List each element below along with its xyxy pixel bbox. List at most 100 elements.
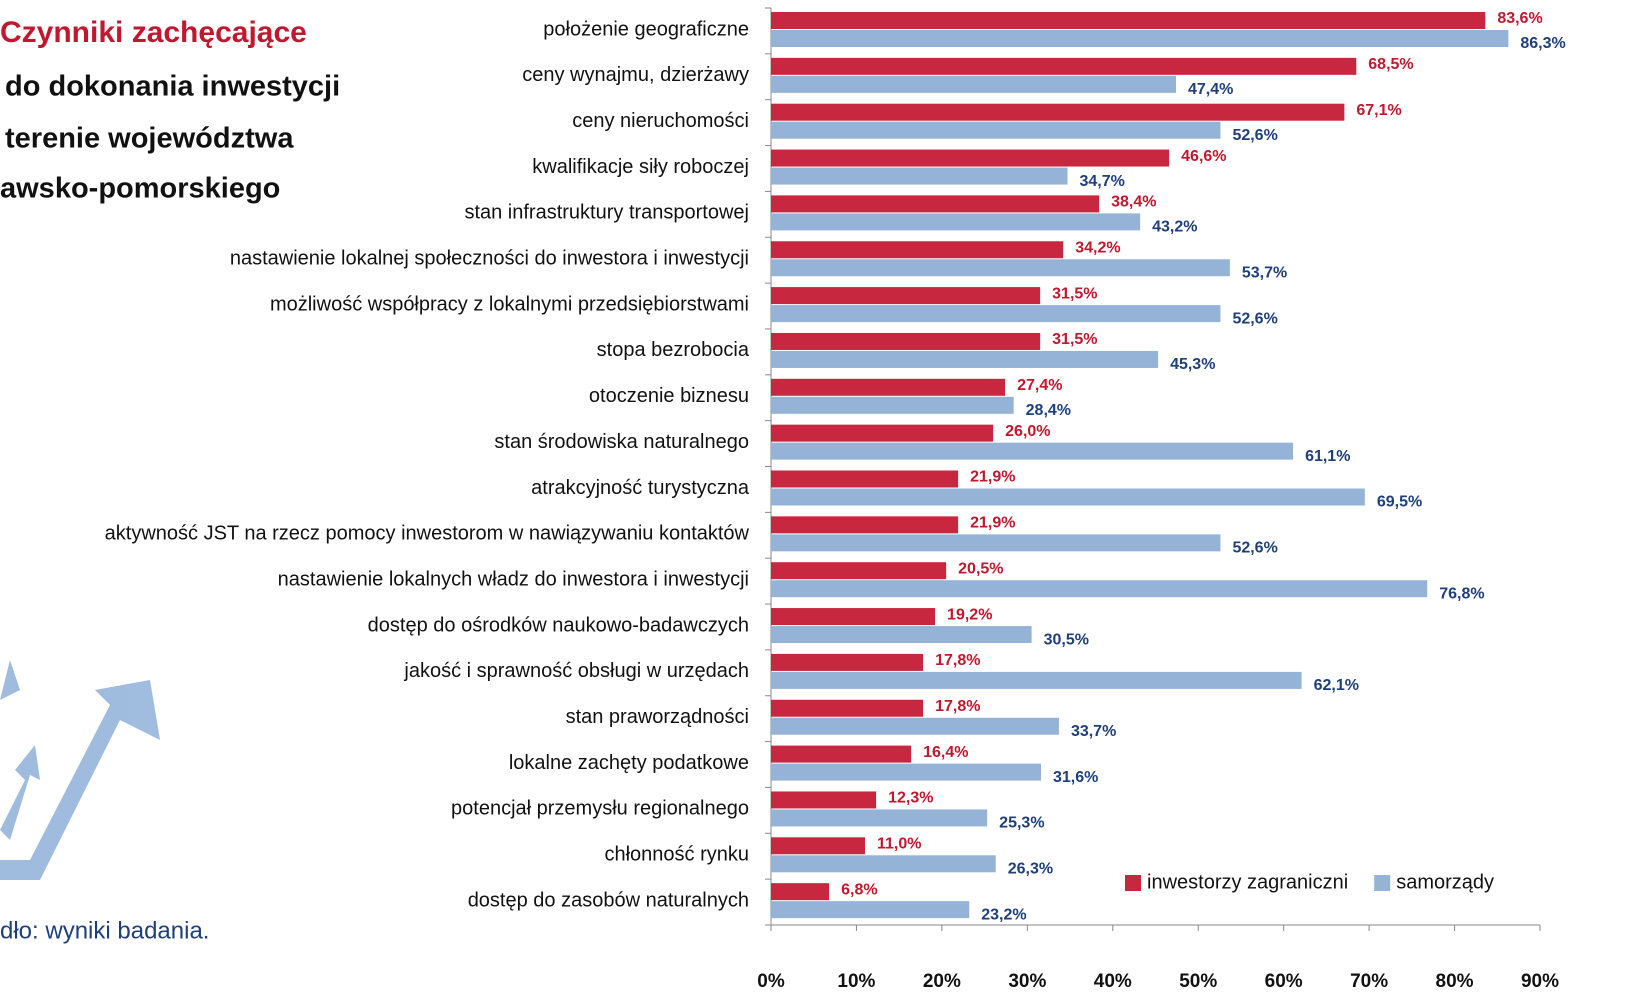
bar	[771, 104, 1344, 121]
category-label: dostęp do zasobów naturalnych	[468, 889, 749, 911]
bar	[771, 718, 1059, 735]
category-label: nastawienie lokalnej społeczności do inw…	[230, 248, 749, 270]
value-label: 25,3%	[999, 815, 1044, 832]
value-label: 52,6%	[1232, 127, 1277, 144]
category-label: położenie geograficzne	[543, 18, 749, 40]
bar	[771, 700, 923, 717]
category-label: potencjał przemysłu regionalnego	[451, 798, 749, 820]
legend-label: inwestorzy zagraniczni	[1147, 871, 1348, 893]
value-label: 19,2%	[947, 606, 992, 623]
chart: Czynniki zachęcające do dokonania inwest…	[0, 0, 1631, 1005]
bar	[771, 489, 1365, 506]
value-label: 11,0%	[877, 836, 921, 853]
value-label: 23,2%	[981, 906, 1026, 923]
value-label: 6,8%	[841, 881, 877, 898]
bar	[771, 516, 958, 533]
value-label: 21,9%	[970, 515, 1015, 532]
value-label: 26,0%	[1005, 423, 1050, 440]
bar	[771, 287, 1040, 304]
bar	[771, 351, 1158, 368]
value-label: 69,5%	[1377, 494, 1422, 511]
value-label: 31,5%	[1052, 331, 1097, 348]
category-label: otoczenie biznesu	[589, 385, 749, 407]
logo-arrows	[0, 660, 160, 880]
value-label: 30,5%	[1044, 631, 1089, 648]
x-tick-label: 0%	[757, 971, 785, 992]
bar	[771, 30, 1508, 47]
bar	[771, 12, 1485, 29]
value-label: 31,6%	[1053, 769, 1098, 786]
bar	[771, 883, 829, 900]
value-label: 67,1%	[1356, 102, 1401, 119]
legend-swatch	[1125, 875, 1141, 891]
bar	[771, 241, 1063, 258]
arrow-shape	[0, 745, 40, 840]
category-label: dostęp do ośrodków naukowo-badawczych	[368, 614, 749, 636]
value-label: 45,3%	[1170, 356, 1215, 373]
bar	[771, 305, 1220, 322]
category-label: ceny nieruchomości	[572, 110, 749, 132]
bar	[771, 626, 1032, 643]
bar	[771, 809, 987, 826]
bar	[771, 901, 969, 918]
value-label: 68,5%	[1368, 56, 1413, 73]
category-label: nastawienie lokalnych władz do inwestora…	[278, 568, 749, 590]
x-tick-label: 80%	[1436, 971, 1474, 992]
bar	[771, 654, 923, 671]
bar	[771, 259, 1230, 276]
category-label: lokalne zachęty podatkowe	[509, 752, 749, 774]
value-label: 31,5%	[1052, 285, 1097, 302]
category-label: aktywność JST na rzecz pomocy inwestorom…	[105, 523, 750, 545]
x-tick-label: 20%	[923, 971, 961, 992]
category-label: ceny wynajmu, dzierżawy	[522, 64, 749, 86]
bar	[771, 764, 1041, 781]
value-label: 17,8%	[935, 652, 980, 669]
x-tick-label: 50%	[1179, 971, 1217, 992]
category-label: kwalifikacje siły roboczej	[532, 156, 749, 178]
category-label: atrakcyjność turystyczna	[531, 477, 750, 499]
value-label: 47,4%	[1188, 81, 1233, 98]
bar	[771, 397, 1014, 414]
category-label: stan infrastruktury transportowej	[464, 202, 749, 224]
arrow-shape	[0, 660, 20, 700]
bar	[771, 122, 1220, 139]
x-tick-label: 70%	[1350, 971, 1388, 992]
bar	[771, 791, 876, 808]
value-label: 12,3%	[888, 790, 933, 807]
bar	[771, 672, 1302, 689]
value-label: 83,6%	[1497, 10, 1542, 27]
bar	[771, 471, 958, 488]
source-note: dło: wyniki badania.	[0, 917, 209, 944]
category-label: jakość i sprawność obsługi w urzędach	[403, 660, 749, 682]
title-line: terenie województwa	[5, 123, 294, 155]
value-label: 27,4%	[1017, 377, 1062, 394]
value-label: 17,8%	[935, 698, 980, 715]
category-label: stopa bezrobocia	[597, 339, 750, 361]
bar	[771, 562, 946, 579]
value-label: 52,6%	[1232, 540, 1277, 557]
bar	[771, 534, 1220, 551]
x-tick-label: 60%	[1265, 971, 1303, 992]
bar	[771, 333, 1040, 350]
title-line: do dokonania inwestycji	[5, 71, 340, 103]
x-tick-label: 90%	[1521, 971, 1559, 992]
category-label: stan środowiska naturalnego	[494, 431, 749, 453]
title-line: awsko-pomorskiego	[0, 173, 280, 205]
legend-label: samorządy	[1396, 871, 1494, 893]
bar	[771, 837, 865, 854]
title-line: Czynniki zachęcające	[0, 16, 307, 49]
bar	[771, 608, 935, 625]
value-label: 43,2%	[1152, 219, 1197, 236]
category-label: stan praworządności	[566, 706, 749, 728]
value-label: 61,1%	[1305, 448, 1350, 465]
value-label: 46,6%	[1181, 148, 1226, 165]
bar	[771, 58, 1356, 75]
legend-swatch	[1374, 875, 1390, 891]
bar	[771, 580, 1427, 597]
value-label: 34,7%	[1079, 173, 1124, 190]
category-label: możliwość współpracy z lokalnymi przedsi…	[270, 293, 749, 315]
bar	[771, 425, 993, 442]
x-tick-label: 30%	[1008, 971, 1046, 992]
x-tick-label: 10%	[837, 971, 875, 992]
value-label: 34,2%	[1075, 239, 1120, 256]
